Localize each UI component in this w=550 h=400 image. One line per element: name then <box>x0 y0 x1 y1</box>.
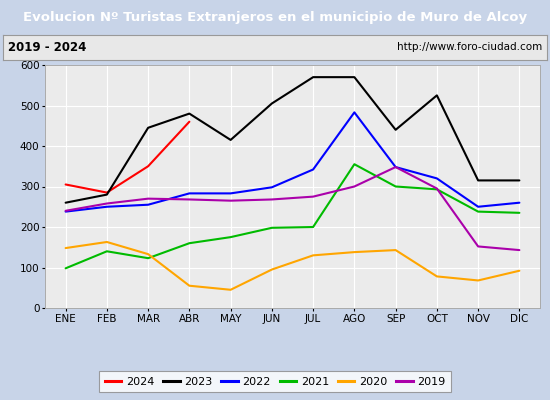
Text: http://www.foro-ciudad.com: http://www.foro-ciudad.com <box>397 42 542 52</box>
Text: 2019 - 2024: 2019 - 2024 <box>8 41 86 54</box>
Text: Evolucion Nº Turistas Extranjeros en el municipio de Muro de Alcoy: Evolucion Nº Turistas Extranjeros en el … <box>23 11 527 24</box>
Legend: 2024, 2023, 2022, 2021, 2020, 2019: 2024, 2023, 2022, 2021, 2020, 2019 <box>99 371 451 392</box>
